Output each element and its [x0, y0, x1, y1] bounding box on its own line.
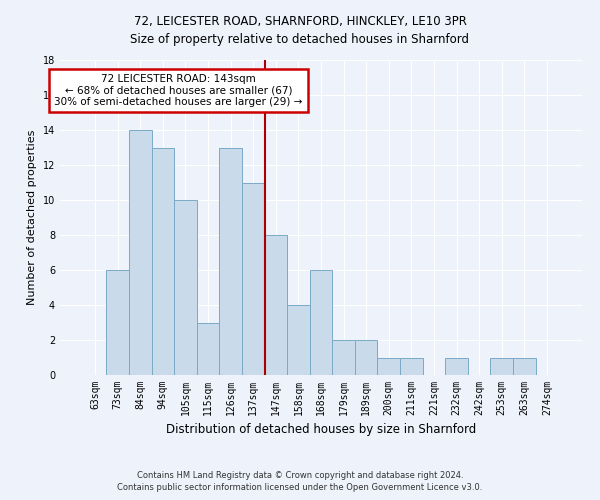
Text: 72, LEICESTER ROAD, SHARNFORD, HINCKLEY, LE10 3PR: 72, LEICESTER ROAD, SHARNFORD, HINCKLEY,…: [134, 15, 466, 28]
Bar: [377, 358, 400, 375]
Text: Size of property relative to detached houses in Sharnford: Size of property relative to detached ho…: [131, 32, 470, 46]
Bar: [220, 148, 242, 375]
Bar: [242, 182, 265, 375]
Bar: [490, 358, 513, 375]
Text: 72 LEICESTER ROAD: 143sqm
← 68% of detached houses are smaller (67)
30% of semi-: 72 LEICESTER ROAD: 143sqm ← 68% of detac…: [55, 74, 303, 107]
Bar: [106, 270, 129, 375]
Y-axis label: Number of detached properties: Number of detached properties: [27, 130, 37, 305]
X-axis label: Distribution of detached houses by size in Sharnford: Distribution of detached houses by size …: [166, 424, 476, 436]
Bar: [332, 340, 355, 375]
Text: Contains HM Land Registry data © Crown copyright and database right 2024.
Contai: Contains HM Land Registry data © Crown c…: [118, 471, 482, 492]
Bar: [265, 235, 287, 375]
Bar: [310, 270, 332, 375]
Bar: [152, 148, 174, 375]
Bar: [287, 305, 310, 375]
Bar: [355, 340, 377, 375]
Bar: [174, 200, 197, 375]
Bar: [400, 358, 422, 375]
Bar: [197, 322, 220, 375]
Bar: [445, 358, 468, 375]
Bar: [129, 130, 152, 375]
Bar: [513, 358, 536, 375]
